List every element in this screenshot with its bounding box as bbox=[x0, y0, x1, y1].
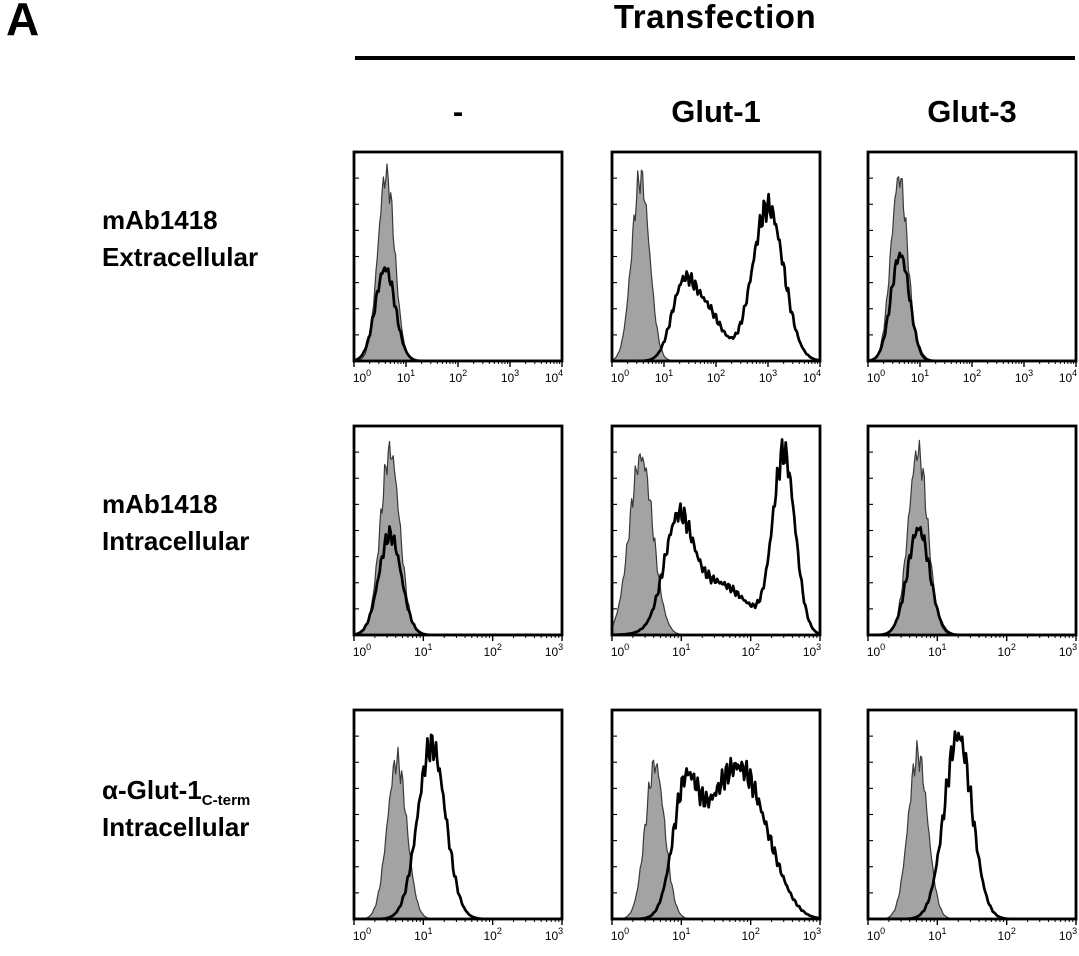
row-label-mab1418-intracellular: mAb1418 Intracellular bbox=[102, 488, 352, 559]
column-header-glut3: Glut-3 bbox=[927, 94, 1017, 129]
svg-text:102: 102 bbox=[997, 926, 1015, 943]
flow-plot-r2c0: 100 101 102 103 bbox=[352, 708, 564, 954]
flow-histogram-svg: 100 101 102 103 bbox=[610, 708, 822, 943]
svg-text:103: 103 bbox=[803, 926, 821, 943]
flow-plot-r1c2: 100 101 102 103 bbox=[866, 424, 1078, 670]
svg-text:101: 101 bbox=[414, 642, 432, 659]
panel-label: A bbox=[6, 0, 40, 45]
svg-text:101: 101 bbox=[414, 926, 432, 943]
flow-histogram-svg: 100 101 102 103 bbox=[866, 708, 1078, 943]
flow-histogram-svg: 100 101 102 103 104 bbox=[866, 150, 1078, 385]
flow-histogram-svg: 100 101 102 103 bbox=[352, 424, 564, 659]
column-header-mock: - bbox=[452, 94, 464, 129]
flow-plot-r0c2: 100 101 102 103 104 bbox=[866, 150, 1078, 396]
row-label-line2: Intracellular bbox=[102, 525, 250, 556]
flow-histogram-svg: 100 101 102 103 bbox=[352, 708, 564, 943]
svg-text:101: 101 bbox=[672, 926, 690, 943]
title-underline bbox=[355, 56, 1075, 60]
svg-text:104: 104 bbox=[803, 368, 821, 385]
svg-text:101: 101 bbox=[928, 642, 946, 659]
svg-text:100: 100 bbox=[867, 642, 885, 659]
svg-text:100: 100 bbox=[611, 368, 629, 385]
svg-text:101: 101 bbox=[655, 368, 673, 385]
row-label-mab1418-extracellular: mAb1418 Extracellular bbox=[102, 204, 352, 275]
svg-text:103: 103 bbox=[1015, 368, 1033, 385]
column-header-glut1: Glut-1 bbox=[671, 94, 761, 129]
row-label-line1: mAb1418 bbox=[102, 204, 352, 241]
svg-text:100: 100 bbox=[867, 368, 885, 385]
svg-text:102: 102 bbox=[707, 368, 725, 385]
svg-text:102: 102 bbox=[449, 368, 467, 385]
svg-text:100: 100 bbox=[353, 642, 371, 659]
svg-text:100: 100 bbox=[611, 642, 629, 659]
flow-plot-r2c2: 100 101 102 103 bbox=[866, 708, 1078, 954]
row-label-line1: α-Glut-1C-term bbox=[102, 774, 352, 811]
row-label-text: mAb1418 bbox=[102, 489, 218, 519]
svg-text:102: 102 bbox=[963, 368, 981, 385]
flow-plot-r0c0: 100 101 102 103 104 bbox=[352, 150, 564, 396]
svg-text:104: 104 bbox=[545, 368, 563, 385]
svg-text:100: 100 bbox=[353, 926, 371, 943]
svg-text:103: 103 bbox=[1059, 642, 1077, 659]
svg-text:101: 101 bbox=[928, 926, 946, 943]
svg-text:102: 102 bbox=[483, 926, 501, 943]
flow-plot-r2c1: 100 101 102 103 bbox=[610, 708, 822, 954]
svg-text:103: 103 bbox=[545, 926, 563, 943]
flow-plot-r1c1: 100 101 102 103 bbox=[610, 424, 822, 670]
svg-text:100: 100 bbox=[611, 926, 629, 943]
flow-histogram-svg: 100 101 102 103 104 bbox=[352, 150, 564, 385]
svg-text:102: 102 bbox=[483, 642, 501, 659]
row-label-subscript: C-term bbox=[201, 792, 251, 810]
flow-histogram-svg: 100 101 102 103 bbox=[610, 424, 822, 659]
svg-text:103: 103 bbox=[545, 642, 563, 659]
svg-text:100: 100 bbox=[867, 926, 885, 943]
svg-text:103: 103 bbox=[759, 368, 777, 385]
svg-text:102: 102 bbox=[741, 926, 759, 943]
flow-histogram-svg: 100 101 102 103 104 bbox=[610, 150, 822, 385]
flow-plot-r1c0: 100 101 102 103 bbox=[352, 424, 564, 670]
flow-plot-r0c1: 100 101 102 103 104 bbox=[610, 150, 822, 396]
svg-text:101: 101 bbox=[397, 368, 415, 385]
svg-text:102: 102 bbox=[741, 642, 759, 659]
row-label-line1: mAb1418 bbox=[102, 488, 352, 525]
row-label-aglut1-intracellular: α-Glut-1C-term Intracellular bbox=[102, 774, 352, 845]
svg-text:101: 101 bbox=[911, 368, 929, 385]
row-label-line2: Intracellular bbox=[102, 811, 250, 842]
svg-text:103: 103 bbox=[803, 642, 821, 659]
row-label-line2: Extracellular bbox=[102, 241, 259, 272]
svg-text:104: 104 bbox=[1059, 368, 1077, 385]
row-label-text: mAb1418 bbox=[102, 205, 218, 235]
flow-histogram-svg: 100 101 102 103 bbox=[866, 424, 1078, 659]
svg-text:102: 102 bbox=[997, 642, 1015, 659]
svg-text:101: 101 bbox=[672, 642, 690, 659]
svg-text:103: 103 bbox=[1059, 926, 1077, 943]
figure-title: Transfection bbox=[613, 0, 817, 35]
row-label-text: α-Glut-1 bbox=[102, 775, 202, 805]
svg-text:103: 103 bbox=[501, 368, 519, 385]
svg-text:100: 100 bbox=[353, 368, 371, 385]
